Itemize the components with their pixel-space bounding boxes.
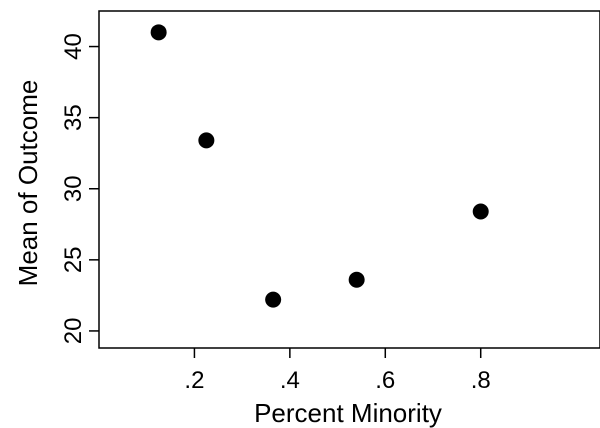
data-point — [472, 203, 489, 220]
plot-frame — [98, 10, 600, 349]
y-tick-label: 35 — [60, 104, 87, 131]
data-point — [348, 271, 365, 288]
data-point — [265, 291, 282, 308]
y-tick-label: 40 — [60, 33, 87, 60]
y-axis-title: Mean of Outcome — [13, 80, 43, 287]
x-tick-label: .2 — [184, 367, 204, 394]
x-tick-label: .6 — [375, 367, 395, 394]
x-axis-title: Percent Minority — [254, 398, 442, 428]
data-point — [150, 24, 167, 41]
y-axis-ticks: 20 25 30 35 40 — [60, 33, 99, 344]
data-points — [150, 24, 489, 308]
x-tick-label: .4 — [280, 367, 300, 394]
data-point — [198, 132, 215, 149]
y-tick-label: 30 — [60, 175, 87, 202]
y-tick-label: 20 — [60, 318, 87, 345]
y-tick-label: 25 — [60, 246, 87, 273]
x-tick-label: .8 — [471, 367, 491, 394]
x-axis-ticks: .2 .4 .6 .8 — [184, 348, 491, 394]
